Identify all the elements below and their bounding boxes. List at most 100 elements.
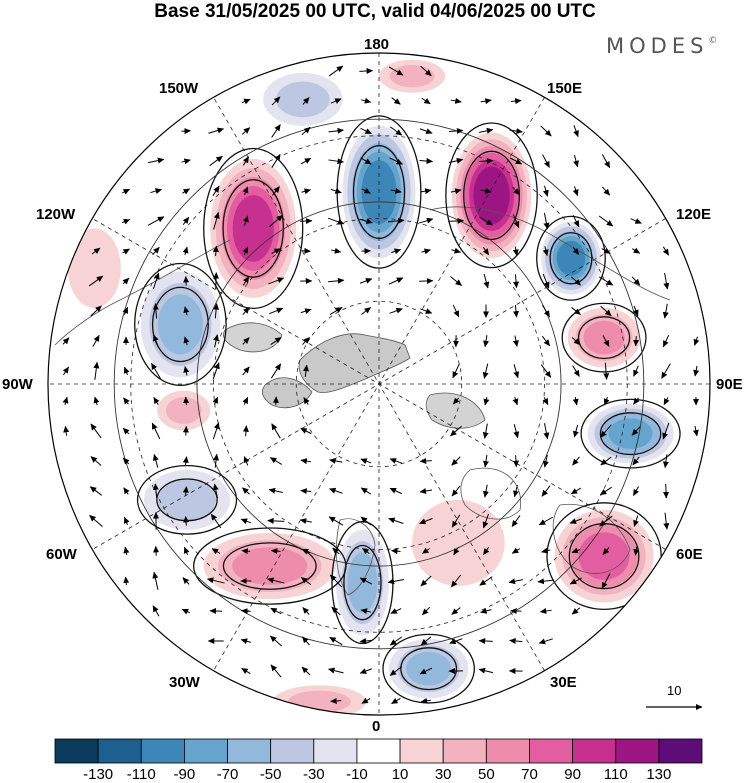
wind-vector-arrow-icon bbox=[271, 96, 281, 106]
anomaly-contour-fill bbox=[67, 228, 121, 308]
colorbar-swatch bbox=[572, 738, 617, 764]
wind-vector-arrow-icon bbox=[213, 272, 220, 290]
wind-vector-arrow-icon bbox=[269, 214, 283, 228]
wind-vector-arrow-icon bbox=[480, 607, 492, 614]
wind-vector-arrow-icon bbox=[269, 457, 282, 465]
wind-vector-arrow-icon bbox=[601, 573, 611, 589]
wind-vector-arrow-icon bbox=[451, 485, 461, 497]
colorbar-swatch bbox=[442, 738, 487, 764]
wind-vector-arrow-icon bbox=[151, 362, 161, 379]
wind-vector-arrow-icon bbox=[388, 517, 404, 524]
wind-vector-arrow-icon bbox=[182, 456, 189, 466]
wind-vector-arrow-icon bbox=[482, 246, 490, 256]
wind-vector-arrow-icon bbox=[389, 458, 403, 464]
wind-vector-arrow-icon bbox=[449, 638, 463, 645]
wind-vector-arrow-icon bbox=[182, 216, 190, 225]
wind-vector-arrow-icon bbox=[89, 514, 103, 528]
wind-vector-arrow-icon bbox=[212, 422, 220, 440]
wind-vector-arrow-icon bbox=[301, 188, 312, 195]
colorbar-tick-label: -110 bbox=[126, 766, 156, 783]
wind-vector-arrow-icon bbox=[571, 607, 581, 615]
wind-vector-arrow-icon bbox=[543, 423, 550, 440]
wind-vector-arrow-icon bbox=[543, 212, 550, 230]
wind-vector-arrow-icon bbox=[693, 336, 700, 346]
height-contour bbox=[463, 150, 520, 241]
wind-vector-arrow-icon bbox=[419, 158, 434, 165]
height-contour bbox=[134, 262, 227, 386]
wind-vector-arrow-icon bbox=[243, 456, 250, 466]
wind-vector-arrow-icon bbox=[387, 578, 404, 585]
colorbar-tick-label: -50 bbox=[259, 766, 282, 783]
colorbar-tick-label: -30 bbox=[302, 766, 325, 783]
wind-vector-arrow-icon bbox=[391, 248, 402, 255]
wind-vector-arrow-icon bbox=[241, 548, 251, 555]
wind-vector-arrow-icon bbox=[269, 635, 283, 647]
wind-vector-arrow-icon bbox=[151, 422, 161, 440]
wind-vector-arrow-icon bbox=[452, 363, 460, 379]
wind-vector-arrow-icon bbox=[213, 211, 220, 230]
anomaly-contour-fill bbox=[406, 651, 452, 686]
wind-vector-arrow-icon bbox=[569, 518, 583, 524]
wind-vector-arrow-icon bbox=[663, 272, 670, 290]
wind-vector-arrow-icon bbox=[242, 425, 249, 437]
wind-vector-arrow-icon bbox=[478, 667, 494, 674]
wind-vector-arrow-icon bbox=[692, 425, 699, 437]
wind-vector-arrow-icon bbox=[328, 516, 344, 526]
wind-vector-arrow-icon bbox=[601, 247, 611, 254]
height-contour bbox=[196, 201, 562, 567]
wind-vector-arrow-icon bbox=[152, 605, 160, 617]
wind-vector-arrow-icon bbox=[122, 277, 130, 285]
lon-label-30w: 30W bbox=[169, 674, 200, 691]
wind-vector-arrow-icon bbox=[389, 126, 403, 136]
wind-vector-arrow-icon bbox=[572, 365, 580, 377]
wind-vector-arrow-icon bbox=[631, 276, 641, 286]
wind-vector-arrow-icon bbox=[390, 187, 402, 194]
wind-vector-arrow-icon bbox=[509, 128, 523, 135]
wind-vector-arrow-icon bbox=[388, 277, 404, 285]
wind-vector-arrow-icon bbox=[359, 577, 373, 585]
wind-vector-arrow-icon bbox=[359, 67, 374, 74]
wind-vector-arrow-icon bbox=[302, 337, 310, 345]
wind-vector-arrow-icon bbox=[153, 397, 160, 405]
height-contour bbox=[192, 527, 347, 605]
wind-vector-arrow-icon bbox=[267, 577, 285, 584]
wind-vector-arrow-icon bbox=[269, 307, 284, 315]
lon-label-120w: 120W bbox=[36, 206, 76, 223]
wind-vector-arrow-icon bbox=[419, 518, 433, 525]
anomaly-contour-fill bbox=[165, 397, 202, 424]
wind-vector-arrow-icon bbox=[359, 668, 372, 674]
wind-vector-arrow-icon bbox=[242, 215, 249, 227]
wind-vector-arrow-icon bbox=[420, 188, 432, 195]
wind-vector-arrow-icon bbox=[62, 366, 69, 376]
height-contour bbox=[382, 633, 475, 704]
colorbar-swatch bbox=[227, 738, 272, 764]
wind-vector-arrow-icon bbox=[600, 456, 612, 466]
anomaly-contour-fill bbox=[412, 499, 505, 586]
wind-vector-arrow-icon bbox=[301, 548, 311, 555]
wind-vector-arrow-icon bbox=[331, 247, 342, 254]
wind-vector-arrow-icon bbox=[541, 335, 551, 347]
wind-vector-arrow-icon bbox=[633, 546, 640, 556]
wind-vector-arrow-icon bbox=[420, 636, 432, 646]
wind-vector-arrow-icon bbox=[302, 636, 310, 646]
wind-vector-arrow-icon bbox=[330, 697, 342, 704]
wind-vector-arrow-icon bbox=[663, 512, 670, 530]
wind-vector-arrow-icon bbox=[663, 483, 670, 499]
wind-vector-arrow-icon bbox=[213, 334, 220, 348]
wind-vector-arrow-icon bbox=[599, 486, 613, 496]
wind-vector-arrow-icon bbox=[360, 127, 372, 135]
wind-vector-arrow-icon bbox=[242, 246, 249, 256]
wind-vector-arrow-icon bbox=[361, 187, 371, 194]
wind-vector-arrow-icon bbox=[540, 125, 552, 137]
wind-vector-arrow-icon bbox=[598, 215, 614, 227]
height-contour bbox=[352, 145, 406, 240]
wind-vector-arrow-icon bbox=[183, 396, 190, 406]
lon-label-90w: 90W bbox=[2, 376, 33, 393]
wind-vector-arrow-icon bbox=[479, 157, 494, 164]
wind-vector-arrow-icon bbox=[633, 336, 640, 347]
wind-vector-arrow-icon bbox=[212, 483, 219, 499]
wind-vector-arrow-icon bbox=[537, 578, 555, 585]
anomaly-contour-fill bbox=[157, 294, 203, 355]
wind-vector-arrow-icon bbox=[300, 157, 312, 165]
lon-label-0: 0 bbox=[372, 718, 381, 735]
